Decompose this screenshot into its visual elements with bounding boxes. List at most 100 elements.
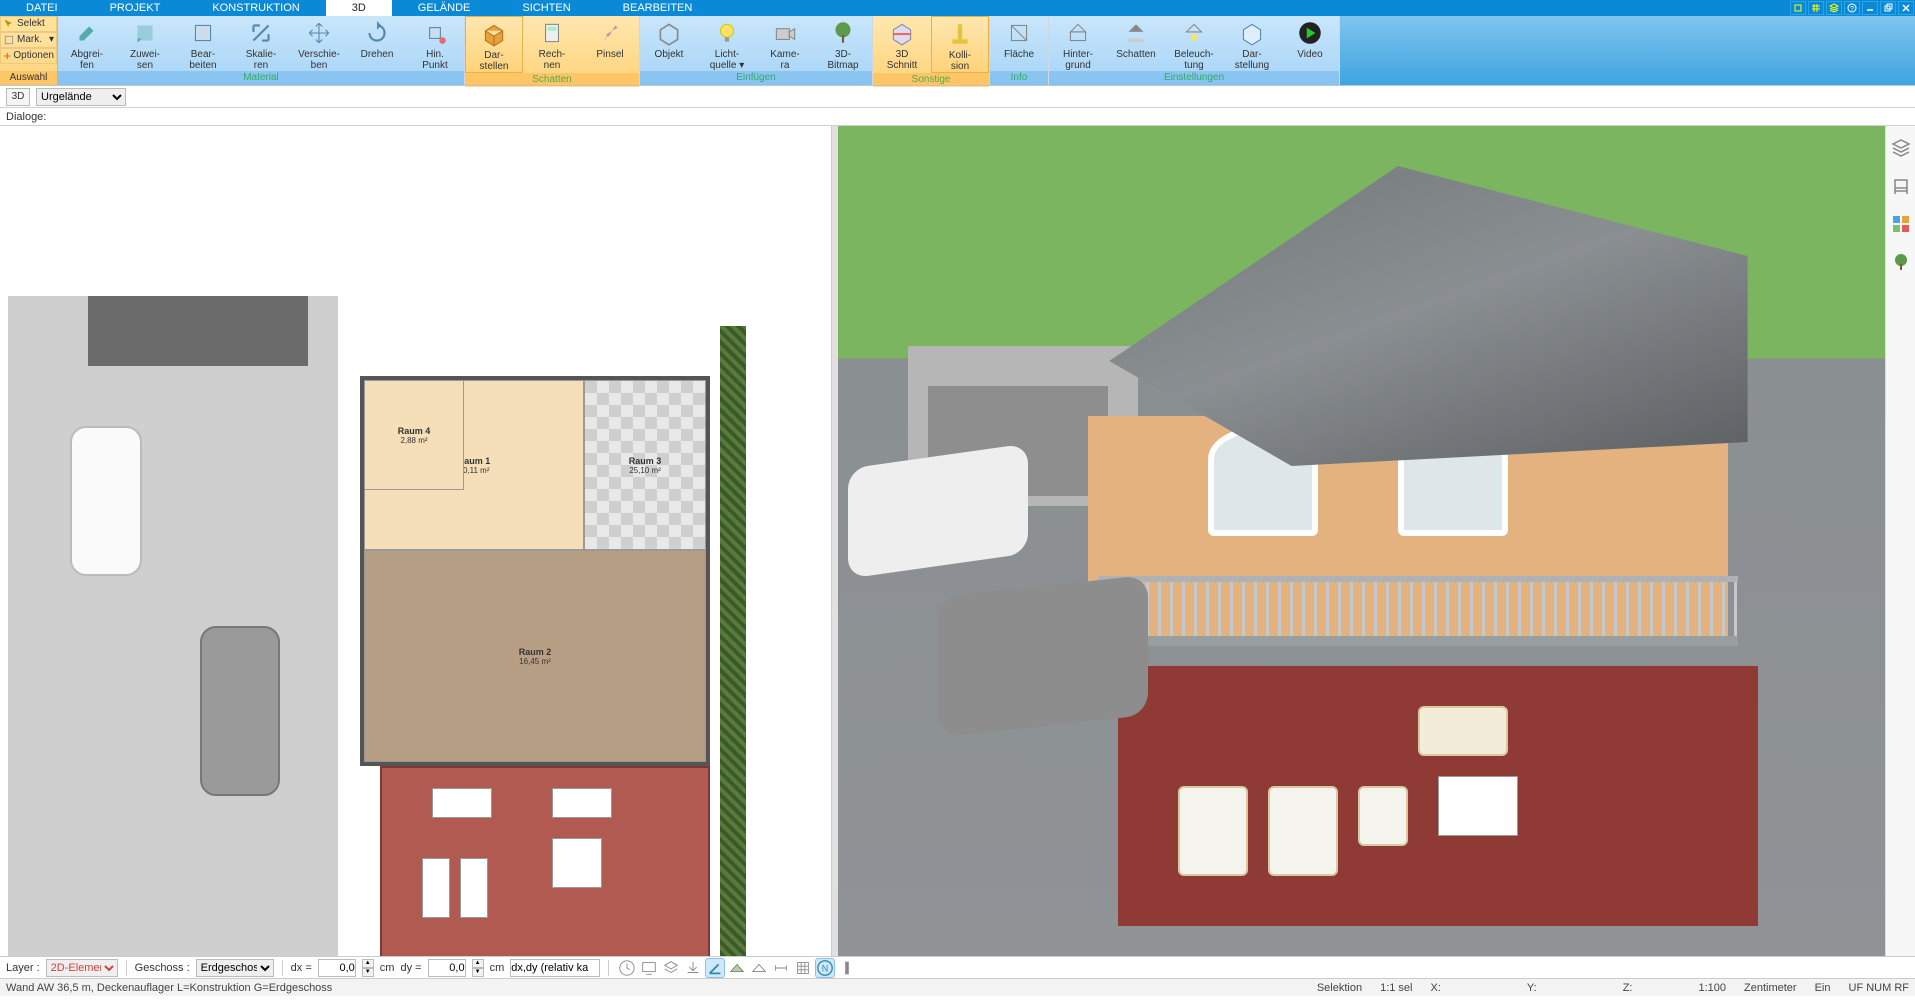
dy-label: dy = xyxy=(400,962,421,974)
menu-tab-projekt[interactable]: PROJEKT xyxy=(84,0,187,16)
tool-dim-icon[interactable] xyxy=(771,958,791,978)
fullscreen-button[interactable] xyxy=(1790,1,1806,15)
ribbon: Selekt Mark.▾ Optionen Auswahl Abgrei-fe… xyxy=(0,16,1915,86)
ribbon-bearbeiten-button[interactable]: Bear-beiten xyxy=(174,16,232,71)
ribbon-beleuchtung-button[interactable]: Beleuch-tung xyxy=(1165,16,1223,71)
ribbon-3dbitmap-button[interactable]: 3D-Bitmap xyxy=(814,16,872,71)
dx-spinner[interactable]: ▲▼ xyxy=(362,959,374,977)
bottom-toolbar: Layer : 2D-Elemen Geschoss : Erdgeschos … xyxy=(0,956,1915,978)
palette-icon[interactable] xyxy=(1891,214,1911,234)
menu-tab-3d[interactable]: 3D xyxy=(326,0,392,16)
dx-unit: cm xyxy=(380,962,395,974)
select-tool[interactable]: Selekt xyxy=(0,16,57,32)
tool-north-icon[interactable]: N xyxy=(815,958,835,978)
menu-tab-gelände[interactable]: GELÄNDE xyxy=(392,0,497,16)
grid-button[interactable] xyxy=(1808,1,1824,15)
ribbon-lichtquelle-button[interactable]: Licht-quelle ▾ xyxy=(698,16,756,71)
ribbon-skalieren-button[interactable]: Skalie-ren xyxy=(232,16,290,71)
tool-grid-icon[interactable] xyxy=(793,958,813,978)
layer-select[interactable]: 2D-Elemen xyxy=(46,959,118,977)
menu-bar: DATEIPROJEKTKONSTRUKTION3DGELÄNDESICHTEN… xyxy=(0,0,1915,16)
mark-tool[interactable]: Mark.▾ xyxy=(0,32,57,48)
layers-icon[interactable] xyxy=(1891,138,1911,158)
terrace-2d xyxy=(380,766,710,956)
status-z: Z: xyxy=(1623,982,1633,994)
coord-mode-input[interactable] xyxy=(510,959,600,977)
dy-spinner[interactable]: ▲▼ xyxy=(472,959,484,977)
ribbon-zuweisen-button[interactable]: Zuwei-sen xyxy=(116,16,174,71)
restore-button[interactable] xyxy=(1880,1,1896,15)
ribbon-drehen-button[interactable]: Drehen xyxy=(348,16,406,71)
status-extra: UF NUM RF xyxy=(1849,982,1910,994)
3d-view[interactable] xyxy=(838,126,1885,956)
ribbon-schatten-button[interactable]: Schatten xyxy=(1107,16,1165,71)
tool-export-icon[interactable] xyxy=(683,958,703,978)
help-button[interactable]: ? xyxy=(1844,1,1860,15)
ribbon-group-label: Schatten xyxy=(465,73,639,87)
svg-text:?: ? xyxy=(1850,6,1854,13)
ribbon-hintergrund-button[interactable]: Hinter-grund xyxy=(1049,16,1107,71)
car-grey-3d xyxy=(938,575,1148,737)
options-tool[interactable]: Optionen xyxy=(0,48,57,64)
status-bar: Wand AW 36,5 m, Deckenauflager L=Konstru… xyxy=(0,978,1915,996)
sunbed-3d-2 xyxy=(1268,786,1338,876)
lounge-sofa xyxy=(432,788,492,818)
ribbon-abgreifen-button[interactable]: Abgrei-fen xyxy=(58,16,116,71)
dy-input[interactable] xyxy=(428,959,466,977)
status-scale: 1:100 xyxy=(1698,982,1726,994)
ribbon-hinpunkt-button[interactable]: Hin.Punkt xyxy=(406,16,464,71)
chair-icon[interactable] xyxy=(1891,176,1911,196)
tool-layers-icon[interactable] xyxy=(661,958,681,978)
close-button[interactable] xyxy=(1898,1,1914,15)
menu-tab-konstruktion[interactable]: KONSTRUKTION xyxy=(186,0,325,16)
room-4: Raum 42,88 m² xyxy=(364,380,464,490)
ribbon-3dschnitt-button[interactable]: 3DSchnitt xyxy=(873,16,931,73)
ribbon-kamera-button[interactable]: Kame-ra xyxy=(756,16,814,71)
menu-tab-bearbeiten[interactable]: BEARBEITEN xyxy=(597,0,719,16)
tool-info-icon[interactable] xyxy=(837,958,857,978)
tool-roof2-icon[interactable] xyxy=(749,958,769,978)
ribbon-group-label: Material xyxy=(58,71,464,85)
status-y: Y: xyxy=(1527,982,1537,994)
tree-icon[interactable] xyxy=(1891,252,1911,272)
svg-text:N: N xyxy=(822,963,829,973)
minimize-button[interactable] xyxy=(1862,1,1878,15)
terrain-select[interactable]: Urgelände xyxy=(36,88,126,106)
ribbon-darstellen-button[interactable]: Dar-stellen xyxy=(465,16,523,73)
sunbed-2 xyxy=(460,858,488,918)
ribbon-kollision-button[interactable]: Kolli-sion xyxy=(931,16,989,73)
menu-tab-datei[interactable]: DATEI xyxy=(0,0,84,16)
ribbon-verschieben-button[interactable]: Verschie-ben xyxy=(290,16,348,71)
geschoss-select[interactable]: Erdgeschos xyxy=(196,959,274,977)
ribbon-rechnen-button[interactable]: Rech-nen xyxy=(523,16,581,73)
car-white-3d xyxy=(848,443,1028,578)
ribbon-video-button[interactable]: Video xyxy=(1281,16,1339,71)
tool-roof1-icon[interactable] xyxy=(727,958,747,978)
ribbon-group-schatten: Dar-stellenRech-nenPinselSchatten xyxy=(465,16,640,85)
status-ein: Ein xyxy=(1815,982,1831,994)
ribbon-darstellung-button[interactable]: Dar-stellung xyxy=(1223,16,1281,71)
ribbon-flaeche-button[interactable]: Fläche xyxy=(990,16,1048,71)
tool-monitor-icon[interactable] xyxy=(639,958,659,978)
lounge-sofa-2 xyxy=(552,788,612,818)
ribbon-group-label: Einfügen xyxy=(640,71,872,85)
dx-input[interactable] xyxy=(318,959,356,977)
2d-plan-view[interactable]: Raum 120,11 m² Raum 42,88 m² Raum 325,10… xyxy=(0,126,832,956)
dialoge-bar: Dialoge: xyxy=(0,108,1915,126)
tool-angle-icon[interactable] xyxy=(705,958,725,978)
ribbon-objekt-button[interactable]: Objekt xyxy=(640,16,698,71)
patio-sofa-3d xyxy=(1418,706,1508,756)
ribbon-pinsel-button[interactable]: Pinsel xyxy=(581,16,639,73)
layers-button[interactable] xyxy=(1826,1,1842,15)
driveway xyxy=(8,296,338,956)
menu-tab-sichten[interactable]: SICHTEN xyxy=(496,0,596,16)
ribbon-group-einstellungen: Hinter-grundSchattenBeleuch-tungDar-stel… xyxy=(1049,16,1340,85)
selection-panel: Selekt Mark.▾ Optionen Auswahl xyxy=(0,16,58,85)
status-x: X: xyxy=(1431,982,1441,994)
status-unit: Zentimeter xyxy=(1744,982,1797,994)
patio-3d xyxy=(1118,666,1758,926)
view-3d-button[interactable]: 3D xyxy=(6,88,30,106)
patio-table xyxy=(552,838,602,888)
tool-clock-icon[interactable] xyxy=(617,958,637,978)
room-2: Raum 216,45 m² xyxy=(364,550,706,762)
